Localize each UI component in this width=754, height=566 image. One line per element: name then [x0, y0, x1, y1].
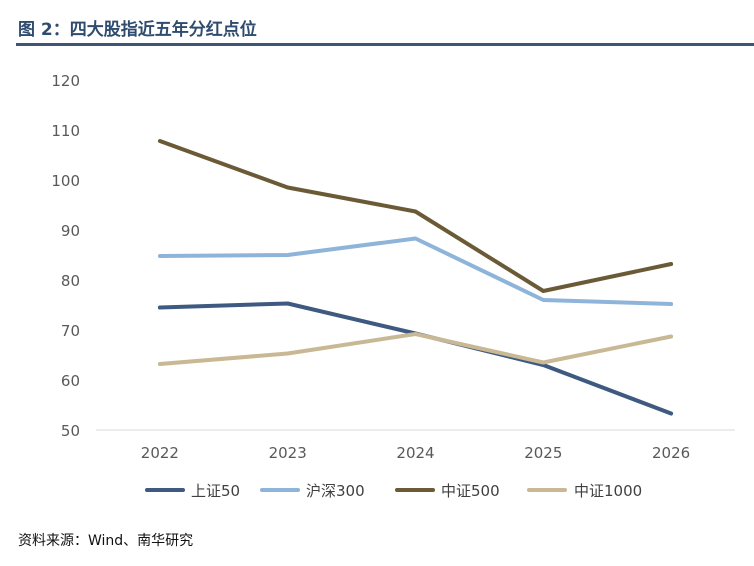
y-tick-label: 50 — [61, 422, 80, 440]
y-tick-label: 70 — [61, 322, 80, 340]
legend-label: 沪深300 — [306, 482, 365, 500]
legend-label: 上证50 — [191, 482, 240, 500]
x-tick-label: 2025 — [524, 444, 562, 462]
x-tick-label: 2023 — [269, 444, 307, 462]
series-line — [157, 236, 674, 306]
line-chart: 50 60 70 80 90 100 110 120 2022 2023 2024 2025 2026… — [51, 72, 735, 500]
source-note: 资料来源：Wind、南华研究 — [18, 533, 194, 549]
y-tick-label: 100 — [51, 172, 80, 190]
legend-label: 中证500 — [441, 482, 500, 500]
x-tick-label: 2026 — [652, 444, 690, 462]
y-tick-label: 90 — [61, 222, 80, 240]
legend: 上证50 沪深300 中证500 中证1000 — [145, 482, 642, 500]
x-tick-label: 2022 — [141, 444, 179, 462]
y-tick-label: 80 — [61, 272, 80, 290]
y-tick-label: 60 — [61, 372, 80, 390]
series-line — [157, 139, 674, 293]
series-lines — [157, 139, 674, 416]
y-tick-label: 110 — [51, 122, 80, 140]
series-line — [157, 332, 674, 366]
y-axis-ticks: 50 60 70 80 90 100 110 120 — [51, 72, 80, 440]
y-tick-label: 120 — [51, 72, 80, 90]
legend-label: 中证1000 — [574, 482, 642, 500]
x-tick-label: 2024 — [396, 444, 434, 462]
title-rule — [16, 43, 754, 46]
figure-title: 图 2：四大股指近五年分红点位 — [18, 20, 257, 40]
x-axis-ticks: 2022 2023 2024 2025 2026 — [141, 444, 690, 462]
